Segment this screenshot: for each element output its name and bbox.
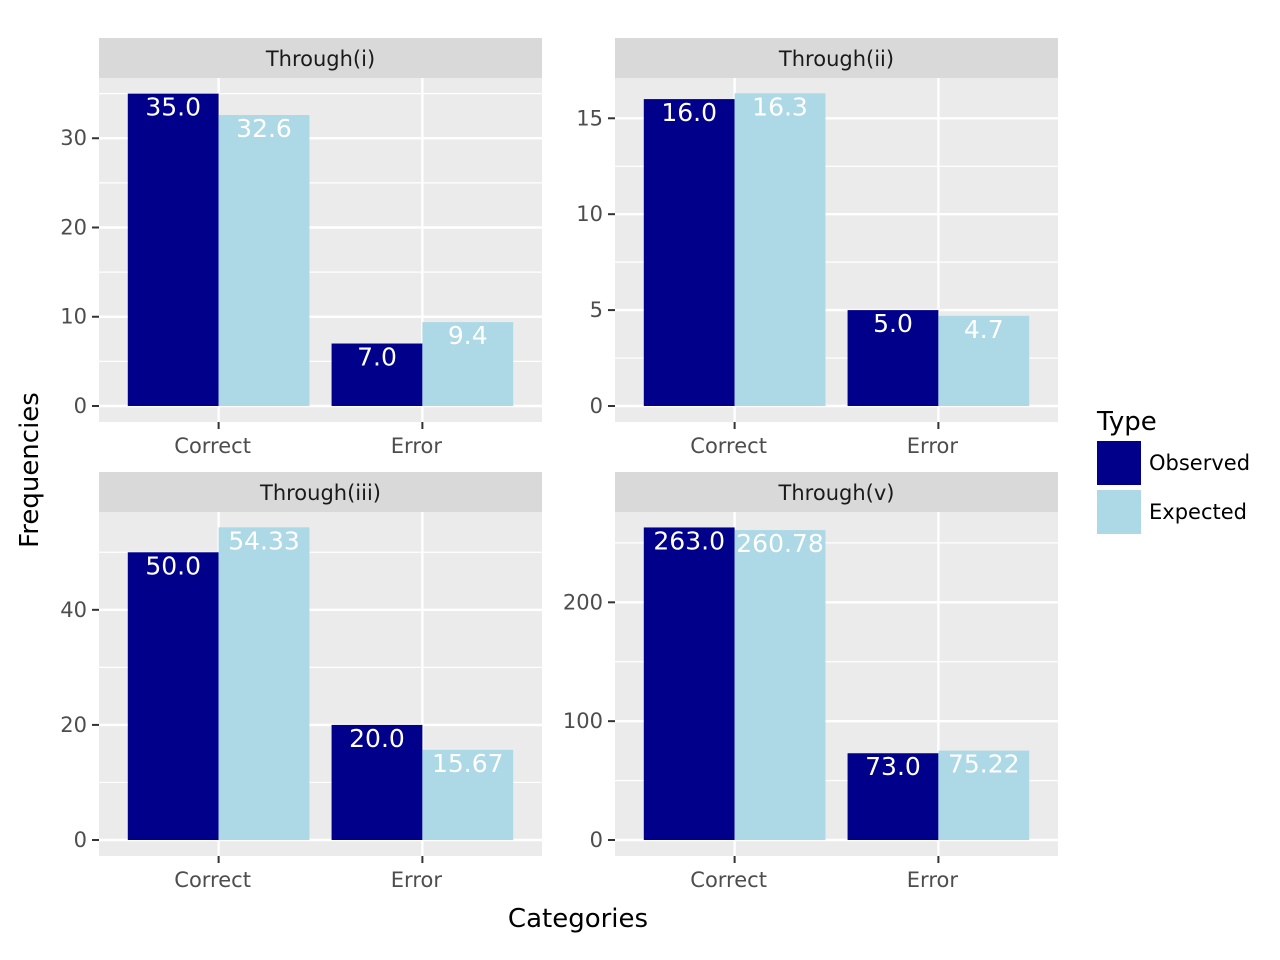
- bar-value-label: 15.67: [432, 749, 504, 778]
- x-tick-label: Correct: [690, 434, 767, 458]
- bar-value-label: 32.6: [236, 114, 292, 143]
- bar-value-label: 4.7: [964, 315, 1004, 344]
- bar-value-label: 73.0: [865, 752, 921, 781]
- bar-expected: [218, 527, 310, 840]
- y-tick-label: 5: [590, 298, 603, 322]
- facet-strip: [615, 472, 1058, 512]
- facet-panel: Through(v) 0 100 200 263.0 73.0 260.78 75.22 Cor…: [563, 472, 1058, 892]
- bar-expected: [938, 315, 1030, 406]
- y-tick-label: 0: [74, 828, 87, 852]
- bar-observed: [643, 99, 735, 406]
- y-tick-label: 0: [74, 394, 87, 418]
- x-tick-label: Error: [907, 434, 959, 458]
- bar-expected: [218, 115, 310, 406]
- bar-value-label: 263.0: [653, 526, 725, 555]
- facet-panels: Through(i) 0 10 20 30 35.0 7.0 32.6 9.4 Correct Er…: [60, 38, 1058, 892]
- y-tick-label: 20: [60, 713, 87, 737]
- x-tick-label: Error: [907, 868, 959, 892]
- bar-value-label: 16.3: [752, 92, 808, 121]
- bar-value-label: 16.0: [661, 98, 717, 127]
- x-tick-label: Correct: [174, 434, 251, 458]
- bar-value-label: 20.0: [349, 724, 405, 753]
- facet-strip: [99, 472, 542, 512]
- facet-panel: Through(i) 0 10 20 30 35.0 7.0 32.6 9.4 Correct Er…: [60, 38, 542, 458]
- x-tick-label: Correct: [174, 868, 251, 892]
- bar-observed: [847, 753, 939, 840]
- bar-expected: [422, 749, 514, 840]
- bar-observed: [331, 724, 423, 840]
- facet-title: Through(i): [265, 47, 375, 71]
- bar-expected: [734, 530, 826, 840]
- legend-label-expected: Expected: [1149, 500, 1247, 524]
- bar-value-label: 50.0: [145, 551, 201, 580]
- y-tick-label: 30: [60, 126, 87, 150]
- x-tick-label: Error: [391, 434, 443, 458]
- bar-expected: [938, 750, 1030, 840]
- facet-panel: Through(ii) 0 5 10 15 16.0 5.0 16.3 4.7 Correct Er…: [576, 38, 1058, 458]
- y-tick-label: 10: [60, 305, 87, 329]
- y-tick-label: 200: [563, 590, 603, 614]
- legend-title: Type: [1096, 407, 1157, 437]
- bar-value-label: 5.0: [873, 309, 913, 338]
- x-axis-title: Categories: [508, 904, 648, 934]
- bar-value-label: 7.0: [357, 343, 397, 372]
- facet-strip: [615, 38, 1058, 78]
- y-tick-label: 0: [590, 394, 603, 418]
- y-tick-label: 0: [590, 828, 603, 852]
- x-tick-label: Error: [391, 868, 443, 892]
- legend-key-expected: [1097, 490, 1141, 534]
- y-tick-label: 15: [576, 106, 603, 130]
- legend: Type Observed Expected: [1096, 407, 1250, 534]
- legend-label-observed: Observed: [1149, 451, 1250, 475]
- bar-expected: [422, 322, 514, 406]
- bar-value-label: 54.33: [228, 526, 300, 555]
- y-tick-label: 10: [576, 202, 603, 226]
- legend-key-observed: [1097, 441, 1141, 485]
- facet-strip: [99, 38, 542, 78]
- y-tick-label: 20: [60, 215, 87, 239]
- bar-value-label: 75.22: [948, 750, 1020, 779]
- y-tick-label: 100: [563, 709, 603, 733]
- y-tick-label: 40: [60, 598, 87, 622]
- bar-observed: [127, 93, 219, 406]
- bar-value-label: 9.4: [448, 321, 488, 350]
- bar-observed: [127, 552, 219, 840]
- facet-title: Through(v): [778, 481, 895, 505]
- facet-panel: Through(iii) 0 20 40 50.0 20.0 54.33 15.67 Corre…: [60, 472, 542, 892]
- bar-observed: [331, 343, 423, 406]
- bar-observed: [643, 527, 735, 840]
- x-tick-label: Correct: [690, 868, 767, 892]
- bar-expected: [734, 93, 826, 406]
- facet-title: Through(ii): [778, 47, 894, 71]
- y-axis-title: Frequencies: [15, 392, 45, 548]
- bar-value-label: 35.0: [145, 93, 201, 122]
- facet-title: Through(iii): [259, 481, 381, 505]
- bar-observed: [847, 310, 939, 406]
- bar-value-label: 260.78: [736, 529, 823, 558]
